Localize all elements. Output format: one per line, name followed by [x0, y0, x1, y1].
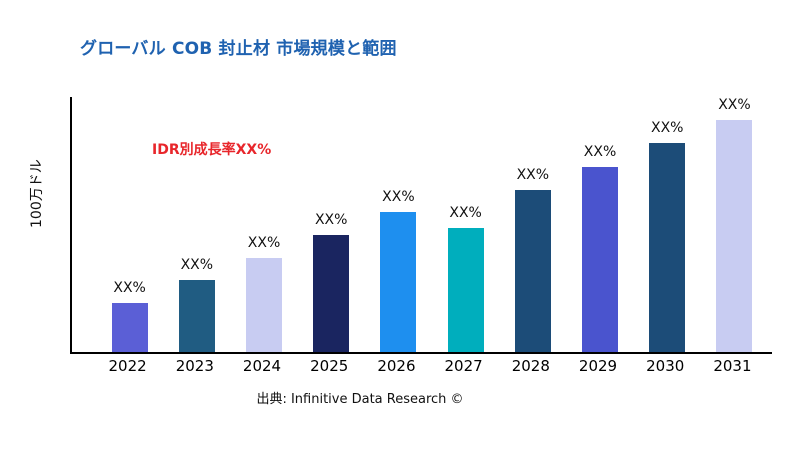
bar-2026 [380, 212, 417, 352]
bars: XX% XX% XX% XX% XX% XX% XX% XX% XX% XX% [72, 97, 772, 352]
bar-column-2025: XX% [298, 97, 365, 352]
x-tick-label-2029: 2029 [578, 357, 618, 375]
x-tick-label-2028: 2028 [511, 357, 550, 375]
x-tick-label-2025: 2025 [310, 357, 349, 375]
bar-value-label-2028: XX% [516, 167, 550, 183]
bar-2027 [447, 228, 484, 352]
chart-title: グローバル COB 封止材 市場規模と範囲 [80, 39, 397, 59]
bar-column-2027: XX% [432, 97, 499, 352]
y-axis-label: 100万ドル [29, 159, 45, 228]
bar-value-label-2025: XX% [314, 212, 348, 228]
bar-2028 [514, 190, 551, 352]
x-labels: 2022 2023 2024 2025 2026 2027 2028 2029 2030 2031 [70, 357, 770, 375]
x-tick-label-2024: 2024 [242, 357, 282, 375]
bar-value-label-2026: XX% [382, 189, 415, 205]
bar-value-label-2029: XX% [583, 144, 617, 160]
bar-value-label-2022: XX% [113, 280, 146, 296]
bar-2030 [649, 143, 686, 352]
bar-2022 [111, 303, 148, 352]
bar-2025 [313, 235, 350, 352]
bar-column-2031: XX% [701, 97, 768, 352]
bar-value-label-2030: XX% [650, 120, 684, 136]
x-tick-label-2022: 2022 [108, 357, 147, 375]
source-credit: 出典: Infinitive Data Research © [256, 392, 464, 407]
bar-column-2029: XX% [566, 97, 633, 352]
bar-value-label-2024: XX% [247, 235, 281, 251]
bar-column-2023: XX% [163, 97, 230, 352]
bar-value-label-2023: XX% [180, 257, 214, 273]
bar-column-2022: XX% [96, 97, 163, 352]
bar-2031 [716, 120, 753, 352]
bar-2023 [178, 280, 215, 352]
bar-column-2024: XX% [230, 97, 297, 352]
x-tick-label-2030: 2030 [646, 357, 685, 375]
x-tick-label-2031: 2031 [713, 357, 752, 375]
bar-2029 [582, 167, 619, 352]
plot-area: IDR別成長率XX% XX% XX% XX% XX% XX% XX% XX% XX% XX% XX… [70, 97, 772, 354]
x-tick-label-2023: 2023 [175, 357, 214, 375]
growth-annotation: IDR別成長率XX% [152, 142, 272, 158]
x-tick-label-2026: 2026 [377, 357, 416, 375]
x-tick-label-2027: 2027 [444, 357, 483, 375]
bar-column-2028: XX% [499, 97, 566, 352]
bar-2024 [246, 258, 282, 352]
bar-value-label-2031: XX% [718, 97, 751, 113]
bar-column-2026: XX% [365, 97, 432, 352]
bar-column-2030: XX% [634, 97, 701, 352]
bar-value-label-2027: XX% [449, 205, 482, 222]
